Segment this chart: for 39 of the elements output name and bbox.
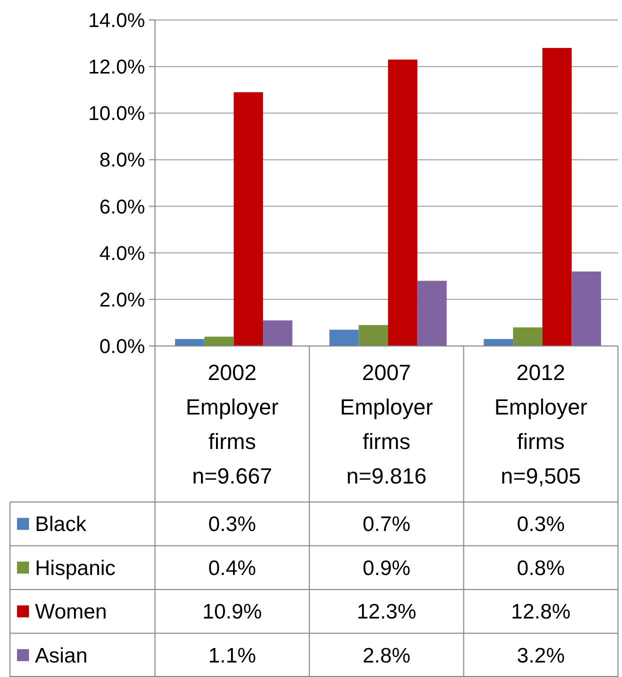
data-label: 0.9% xyxy=(362,556,410,580)
y-tick-label: 12.0% xyxy=(88,56,146,79)
y-tick-label: 10.0% xyxy=(88,103,146,126)
data-label: 10.9% xyxy=(202,600,262,624)
legend-label: Women xyxy=(35,600,107,624)
x-tick-label: 2012 Employer firms n=9,505 xyxy=(494,360,588,488)
bar xyxy=(417,280,447,346)
data-label: 1.1% xyxy=(208,644,256,668)
y-tick-label: 14.0% xyxy=(88,10,146,32)
bar xyxy=(513,327,542,346)
x-tick-label: 2007 Employer firms n=9.816 xyxy=(340,360,433,488)
data-label: 0.3% xyxy=(208,513,256,536)
y-tick-label: 6.0% xyxy=(99,196,146,218)
bar xyxy=(388,60,418,346)
data-label: 0.4% xyxy=(208,556,256,580)
data-label: 2.8% xyxy=(362,644,410,668)
y-tick-label: 0.0% xyxy=(99,336,146,358)
y-tick-label: 8.0% xyxy=(99,150,146,172)
data-label: 12.8% xyxy=(511,600,571,624)
data-label: 0.7% xyxy=(362,513,410,536)
y-tick-label: 2.0% xyxy=(99,289,146,312)
bar xyxy=(484,339,514,346)
bar xyxy=(175,339,204,346)
data-label: 0.8% xyxy=(516,556,565,580)
data-label: 3.2% xyxy=(516,644,565,668)
bar xyxy=(263,320,292,346)
bar xyxy=(234,92,264,346)
legend-label: Black xyxy=(35,513,87,536)
legend-label: Hispanic xyxy=(35,556,116,580)
legend-label: Asian xyxy=(35,644,88,668)
y-tick-label: 4.0% xyxy=(99,242,146,265)
bar xyxy=(358,325,388,346)
bar xyxy=(542,48,572,346)
bar xyxy=(204,336,234,346)
data-label: 12.3% xyxy=(356,600,416,624)
bar xyxy=(572,271,602,346)
bar xyxy=(329,330,359,346)
data-label: 0.3% xyxy=(516,513,565,536)
x-tick-label: 2002 Employer firms n=9.667 xyxy=(186,360,279,488)
